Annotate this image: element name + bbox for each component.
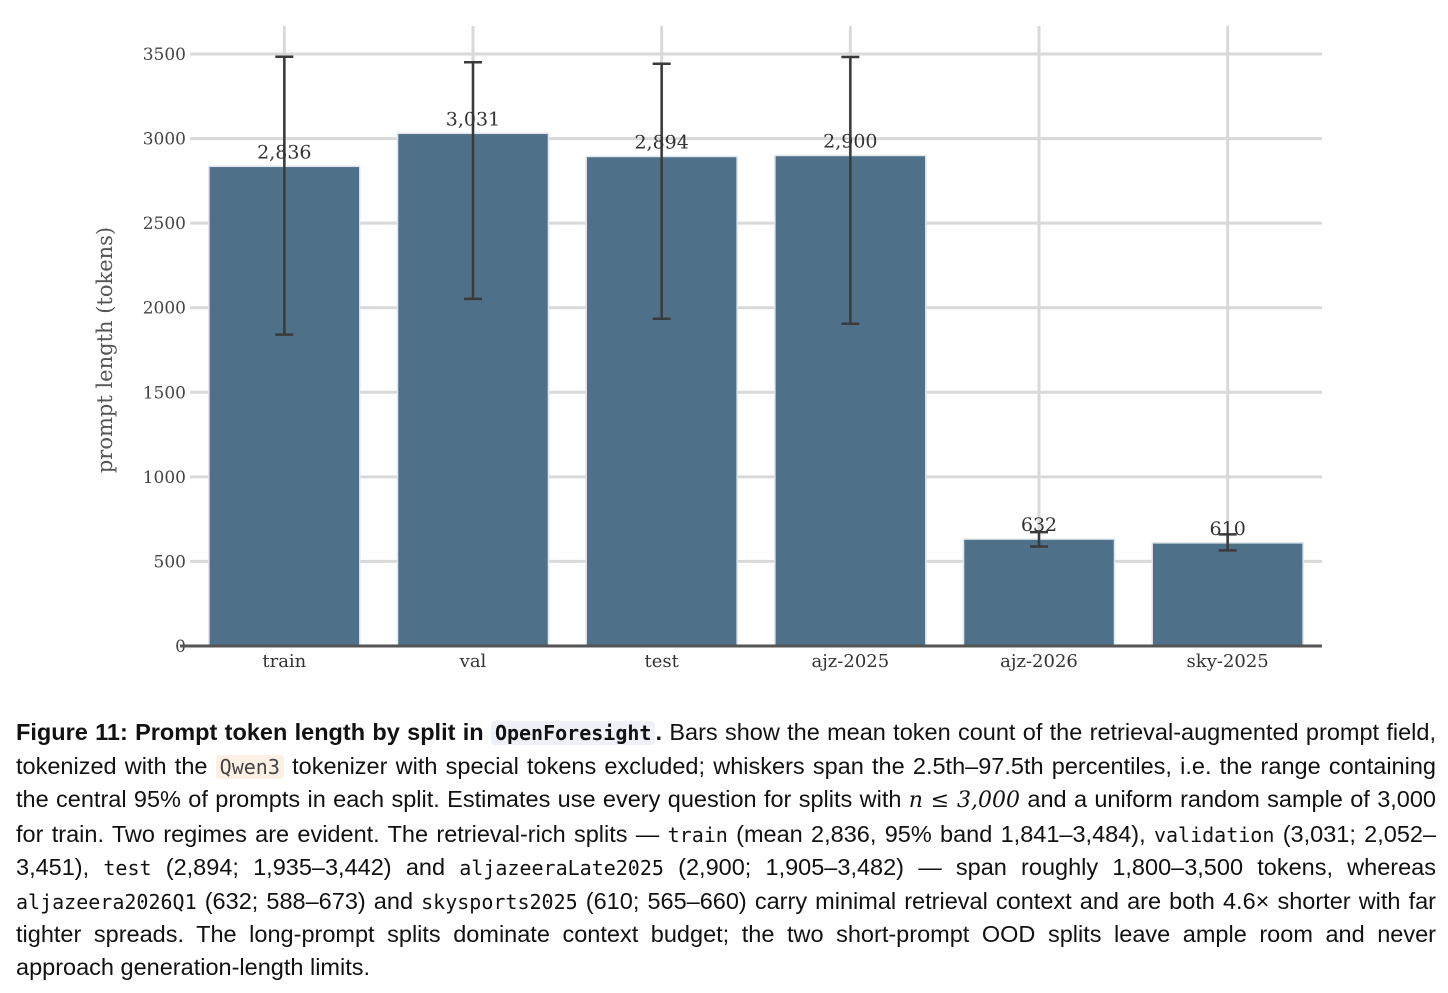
- x-tick-label: val: [459, 651, 487, 672]
- caption-text-3: and a uniform random sample of 3,000 for…: [16, 786, 1436, 847]
- caption-text-4: (mean 2,836, 95% band 1,841–3,484),: [736, 820, 1146, 847]
- caption-split-train: train: [667, 822, 728, 847]
- figure-caption: Figure 11: Prompt token length by split …: [16, 716, 1436, 983]
- data-label: 3,031: [446, 108, 500, 130]
- x-tick-label: ajz-2025: [811, 651, 889, 672]
- caption-split-validation: validation: [1153, 822, 1275, 847]
- data-labels: 2,836 3,031 2,894 2,900 632 610: [257, 108, 1246, 539]
- y-tick-label: 2000: [143, 299, 186, 319]
- y-tick-label: 3500: [143, 45, 186, 65]
- bar-chart: 0500100015002000250030003500 2,8363,0312…: [93, 26, 1322, 672]
- y-tick-label: 3000: [143, 130, 186, 150]
- x-tick-label: train: [262, 651, 306, 672]
- caption-dataset-name: OpenForesight: [490, 721, 656, 745]
- y-tick-label: 2500: [143, 214, 186, 234]
- y-tick-label: 500: [154, 552, 186, 572]
- y-axis-title: prompt length (tokens): [93, 227, 117, 473]
- y-tick-label: 1500: [143, 383, 186, 403]
- caption-split-ajz2026: aljazeera2026Q1: [16, 889, 197, 914]
- x-tick-label: test: [644, 651, 679, 672]
- y-tick-label: 1000: [143, 468, 186, 488]
- bar: [1151, 542, 1304, 647]
- x-tick-label: sky-2025: [1187, 651, 1269, 672]
- data-label: 610: [1210, 518, 1246, 540]
- bar: [962, 538, 1116, 647]
- caption-text-5: (3,031; 2,052–3,451),: [16, 820, 1437, 881]
- caption-text-2: tokenizer with special tokens excluded; …: [16, 752, 1436, 813]
- caption-text-1: Bars show the mean token count of the re…: [16, 719, 1437, 779]
- caption-math: n ≤ 3,000: [908, 788, 1021, 813]
- caption-label: Figure 11: Prompt token length by split …: [16, 719, 484, 745]
- caption-text-6: (2,894; 1,935–3,442) and: [165, 854, 446, 880]
- data-label: 2,894: [634, 132, 688, 154]
- data-label: 2,836: [257, 141, 311, 163]
- caption-text-8: (632; 588–673) and: [204, 887, 414, 914]
- error-bars: [275, 55, 1237, 552]
- caption-split-sky: skysports2025: [421, 889, 578, 914]
- x-axis-ticks: train val test ajz-2025 ajz-2026 sky-2025: [262, 651, 1268, 672]
- y-axis-ticks: 0500100015002000250030003500: [143, 45, 186, 657]
- caption-tokenizer: Qwen3: [215, 754, 284, 779]
- caption-split-ajz2025: aljazeeraLate2025: [459, 856, 664, 880]
- caption-label-end: .: [655, 719, 663, 745]
- caption-text-7: (2,900; 1,905–3,482) — span roughly 1,80…: [678, 854, 1437, 880]
- caption-split-test: test: [103, 856, 152, 880]
- data-label: 2,900: [823, 130, 877, 152]
- bars: [208, 132, 1304, 647]
- data-label: 632: [1021, 514, 1057, 536]
- x-tick-label: ajz-2026: [1000, 651, 1078, 672]
- caption-text-9: (610; 565–660) carry minimal retrieval c…: [16, 887, 1437, 980]
